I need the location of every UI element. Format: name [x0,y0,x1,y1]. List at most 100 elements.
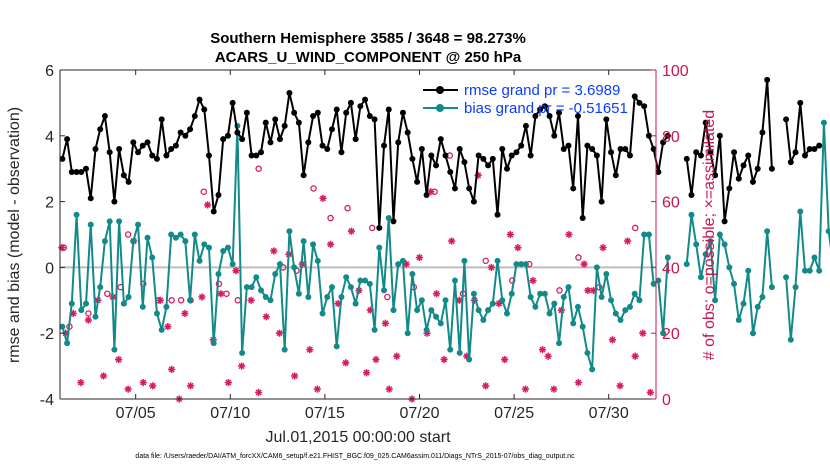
bias-point [645,231,652,238]
bias-point [480,317,487,324]
obs-assimilated-marker [247,296,255,304]
bias-point [636,297,643,304]
obs-assimilated-marker [275,329,284,337]
obs-assimilated-stroke [270,247,277,255]
bias-point [97,284,104,291]
rmse-point [574,113,581,120]
obs-assimilated-marker [291,372,299,380]
obs-assimilated-marker [203,201,212,209]
rmse-point [433,162,440,169]
obs-assimilated-stroke [529,277,537,284]
bias-point [253,274,260,281]
obs-assimilated-marker [115,355,123,364]
obs-assimilated-marker [624,237,632,245]
bias-point [589,366,596,373]
bias-point [158,326,165,333]
obs-assimilated-stroke [441,356,448,363]
rmse-point [381,142,388,149]
bias-point [655,277,662,284]
obs-assimilated-stroke [314,386,321,393]
obs-assimilated-marker [77,378,85,387]
obs-assimilated-stroke [164,323,171,330]
rmse-point [324,145,331,152]
obs-assimilated-marker [385,385,393,393]
rmse-point [811,145,818,152]
rmse-point [617,145,624,152]
bias-point [664,254,671,261]
obs-possible-marker [482,257,489,265]
rmse-point [158,116,165,123]
rmse-point [716,132,723,139]
bias-point [745,267,752,274]
bias-point [404,330,411,337]
y-right-tick-label: 40 [662,260,680,277]
bias-point [461,257,468,264]
rmse-point [404,129,411,136]
rmse-point [712,172,719,179]
bias-point [442,297,449,304]
bias-point [281,346,288,353]
rmse-point [721,218,728,225]
x-tick-label: 07/25 [494,405,534,422]
rmse-point [764,76,771,83]
rmse-point [655,168,662,175]
rmse-point [362,96,369,103]
obs-assimilated-stroke [335,300,342,307]
bias-point [825,228,830,235]
bias-point [243,284,250,291]
bias-point [622,307,629,314]
obs-assimilated-stroke [522,386,529,393]
obs-assimilated-stroke [565,231,573,238]
obs-assimilated-marker [574,378,583,387]
rmse-point [787,159,794,166]
obs-assimilated-marker [99,372,108,380]
bias-point [787,336,794,343]
bias-point [125,294,132,301]
rmse-point [229,99,236,106]
rmse-point [423,192,430,199]
bias-point [291,264,298,271]
legend-rmse-label: rmse grand pr = 3.6989 [464,82,620,99]
y-tick-label: 0 [45,260,54,277]
bias-point [220,247,227,254]
bias-point [248,284,255,291]
rmse-point [636,99,643,106]
bias-point [272,270,279,277]
rmse-point [182,132,189,139]
obs-assimilated-marker [506,230,514,239]
bias-point [366,280,373,287]
bias-point [135,221,142,228]
obs-possible-marker [556,287,563,294]
obs-assimilated-marker [181,309,189,318]
rmse-point [83,165,90,172]
rmse-point [579,215,586,222]
rmse-point [527,152,534,159]
rmse-point [87,195,94,202]
bias-point [541,290,548,297]
bias-point [409,270,416,277]
obs-assimilated-stroke [584,287,591,294]
rmse-point [300,172,307,179]
obs-assimilated-marker [124,385,132,393]
bias-point [168,231,175,238]
obs-possible-marker [124,231,132,238]
bias-point [560,294,567,301]
bias-point [395,261,402,268]
obs-assimilated-stroke [575,379,582,386]
obs-assimilated-stroke [263,313,270,320]
rmse-point [418,145,425,152]
bias-point [731,280,738,287]
rmse-point [130,139,137,146]
rmse-point [305,139,312,146]
obs-assimilated-stroke [624,238,631,245]
bias-point [428,307,435,314]
obs-count-markers [58,152,654,403]
bias-point [768,284,775,291]
obs-assimilated-stroke [217,290,224,297]
obs-assimilated-stroke [77,379,84,386]
obs-possible-marker [384,293,391,301]
bias-point [267,297,274,304]
bias-point [783,274,790,281]
bias-point [764,228,771,235]
